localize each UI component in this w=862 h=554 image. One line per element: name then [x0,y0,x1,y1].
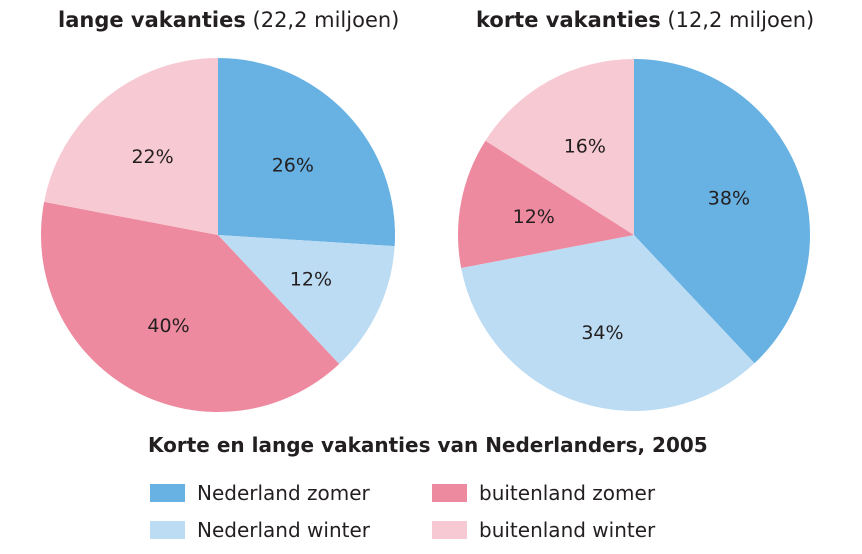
pie-slice-buitenland-zomer [41,201,340,412]
pie-slice-buitenland-winter [485,59,634,235]
pie-charts: 26% 12% 40% 22% 38% 34% 12% 16% [41,58,811,412]
pie-title-count: (12,2 miljoen) [660,8,815,32]
slice-label-buitenland-winter: 22% [131,146,173,168]
legend-item-buitenland-winter: buitenland winter [432,517,655,543]
legend-item-buitenland-zomer: buitenland zomer [432,480,655,506]
legend-label: Nederland zomer [197,481,370,505]
slice-label-nederland-winter: 34% [581,322,623,344]
pie-title-long-holidays: lange vakanties (22,2 miljoen) [58,8,399,38]
pie-short-holidays: 38% 34% 12% 16% [458,59,811,412]
pie-slice-buitenland-winter [44,58,218,235]
pie-slice-nederland-zomer [218,58,395,247]
legend-swatch [432,484,467,502]
legend-item-nederland-winter: Nederland winter [150,517,370,543]
legend-label: buitenland winter [479,518,656,542]
legend-swatch [150,484,185,502]
pie-slice-nederland-zomer [634,59,811,364]
slice-label-nederland-winter: 12% [290,269,332,291]
pie-slice-nederland-winter [218,235,395,365]
legend-item-nederland-zomer: Nederland zomer [150,480,370,506]
slice-label-buitenland-zomer: 12% [513,206,555,228]
legend-label: Nederland winter [197,518,370,542]
pie-title-bold: lange vakanties [58,8,246,32]
legend-swatch [150,521,185,539]
slice-label-nederland-zomer: 38% [708,187,750,209]
slice-label-buitenland-winter: 16% [564,136,606,158]
pie-slice-buitenland-zomer [458,140,634,268]
legend-swatch [432,521,467,539]
pie-title-short-holidays: korte vakanties (12,2 miljoen) [476,8,814,38]
pie-title-bold: korte vakanties [476,8,661,32]
pie-slice-nederland-winter [461,235,755,412]
legend-label: buitenland zomer [479,481,656,505]
pie-long-holidays: 26% 12% 40% 22% [41,58,395,412]
chart-title: Korte en lange vakanties van Nederlander… [148,433,708,457]
slice-label-nederland-zomer: 26% [272,155,314,177]
slice-label-buitenland-zomer: 40% [147,315,189,337]
pie-title-count: (22,2 miljoen) [245,8,400,32]
